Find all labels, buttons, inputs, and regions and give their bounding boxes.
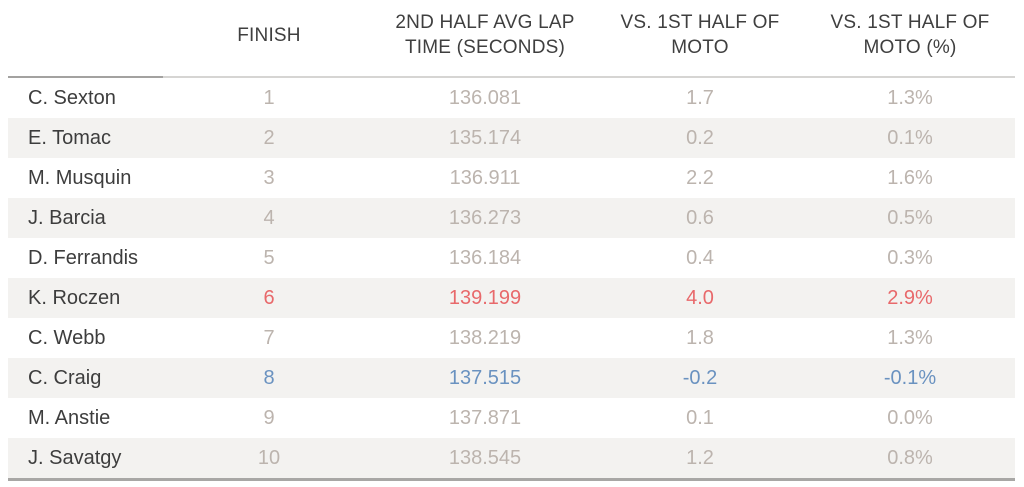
- rider-name-cell: M. Anstie: [28, 406, 111, 429]
- vs-first-half-pct-cell: 0.8%: [887, 446, 933, 469]
- vs-first-half-cell: 1.7: [686, 86, 714, 109]
- vs-first-half-pct-cell: 2.9%: [887, 286, 933, 309]
- vs-first-half-pct-cell: 0.1%: [887, 126, 933, 149]
- lap-time-cell: 136.184: [448, 246, 522, 269]
- rider-name-cell: E. Tomac: [28, 126, 111, 149]
- vs-first-half-pct-cell: 1.3%: [887, 86, 933, 109]
- finish-cell: 9: [263, 406, 275, 429]
- rider-name-cell: D. Ferrandis: [28, 246, 139, 269]
- rider-name-cell: J. Barcia: [28, 206, 106, 229]
- vs-first-half-cell: 4.0: [686, 286, 714, 309]
- table-row[interactable]: D. Ferrandis 5 136.184 0.4 0.3%: [8, 238, 1015, 278]
- column-header-lap-time[interactable]: 2ND HALF AVG LAP TIME (SECONDS): [375, 0, 595, 78]
- rider-name-cell: M. Musquin: [28, 166, 132, 189]
- vs-first-half-pct-cell: 0.3%: [887, 246, 933, 269]
- table-row[interactable]: C. Craig 8 137.515 -0.2 -0.1%: [8, 358, 1015, 398]
- table-header-row: FINISH 2ND HALF AVG LAP TIME (SECONDS) V…: [8, 0, 1015, 78]
- vs-first-half-pct-cell: 0.0%: [887, 406, 933, 429]
- lap-time-cell: 135.174: [448, 126, 522, 149]
- vs-first-half-pct-cell: -0.1%: [883, 366, 937, 389]
- lap-time-cell: 139.199: [448, 286, 522, 309]
- lap-time-cell: 138.545: [448, 446, 522, 469]
- lap-time-cell: 136.911: [449, 166, 521, 189]
- column-header-vs-first-half-pct[interactable]: VS. 1ST HALF OF MOTO (%): [805, 0, 1015, 78]
- rider-name-cell: C. Craig: [28, 366, 102, 389]
- column-header-finish[interactable]: FINISH: [163, 0, 375, 78]
- table-row[interactable]: E. Tomac 2 135.174 0.2 0.1%: [8, 118, 1015, 158]
- lap-time-cell: 138.219: [448, 326, 522, 349]
- vs-first-half-cell: 2.2: [686, 166, 714, 189]
- vs-first-half-cell: -0.2: [682, 366, 718, 389]
- table-row[interactable]: C. Sexton 1 136.081 1.7 1.3%: [8, 78, 1015, 118]
- table-row[interactable]: K. Roczen 6 139.199 4.0 2.9%: [8, 278, 1015, 318]
- finish-cell: 1: [263, 86, 275, 109]
- finish-cell: 3: [263, 166, 275, 189]
- rider-name-cell: C. Webb: [28, 326, 106, 349]
- vs-first-half-cell: 0.2: [686, 126, 714, 149]
- lap-time-table: FINISH 2ND HALF AVG LAP TIME (SECONDS) V…: [8, 0, 1015, 481]
- table-row[interactable]: M. Anstie 9 137.871 0.1 0.0%: [8, 398, 1015, 438]
- vs-first-half-cell: 1.8: [686, 326, 714, 349]
- finish-cell: 6: [263, 286, 275, 309]
- vs-first-half-cell: 0.6: [686, 206, 714, 229]
- vs-first-half-pct-cell: 1.6%: [887, 166, 933, 189]
- finish-cell: 2: [263, 126, 275, 149]
- rider-name-cell: K. Roczen: [28, 286, 121, 309]
- table-row[interactable]: M. Musquin 3 136.911 2.2 1.6%: [8, 158, 1015, 198]
- rider-name-cell: J. Savatgy: [28, 446, 122, 469]
- vs-first-half-pct-cell: 1.3%: [887, 326, 933, 349]
- lap-time-cell: 137.515: [448, 366, 522, 389]
- vs-first-half-cell: 0.4: [686, 246, 714, 269]
- lap-time-cell: 137.871: [448, 406, 522, 429]
- lap-time-cell: 136.273: [448, 206, 522, 229]
- column-header-vs-first-half[interactable]: VS. 1ST HALF OF MOTO: [595, 0, 805, 78]
- column-header-rider: [8, 0, 163, 78]
- lap-time-cell: 136.081: [448, 86, 522, 109]
- finish-cell: 7: [263, 326, 275, 349]
- vs-first-half-cell: 1.2: [686, 446, 714, 469]
- table-body: C. Sexton 1 136.081 1.7 1.3% E. Tomac 2 …: [8, 78, 1015, 481]
- vs-first-half-pct-cell: 0.5%: [887, 206, 933, 229]
- finish-cell: 10: [257, 446, 281, 469]
- finish-cell: 5: [263, 246, 275, 269]
- table-row[interactable]: J. Savatgy 10 138.545 1.2 0.8%: [8, 438, 1015, 478]
- table-row[interactable]: J. Barcia 4 136.273 0.6 0.5%: [8, 198, 1015, 238]
- rider-name-cell: C. Sexton: [28, 86, 116, 109]
- finish-cell: 4: [263, 206, 275, 229]
- finish-cell: 8: [263, 366, 275, 389]
- vs-first-half-cell: 0.1: [686, 406, 714, 429]
- table-row[interactable]: C. Webb 7 138.219 1.8 1.3%: [8, 318, 1015, 358]
